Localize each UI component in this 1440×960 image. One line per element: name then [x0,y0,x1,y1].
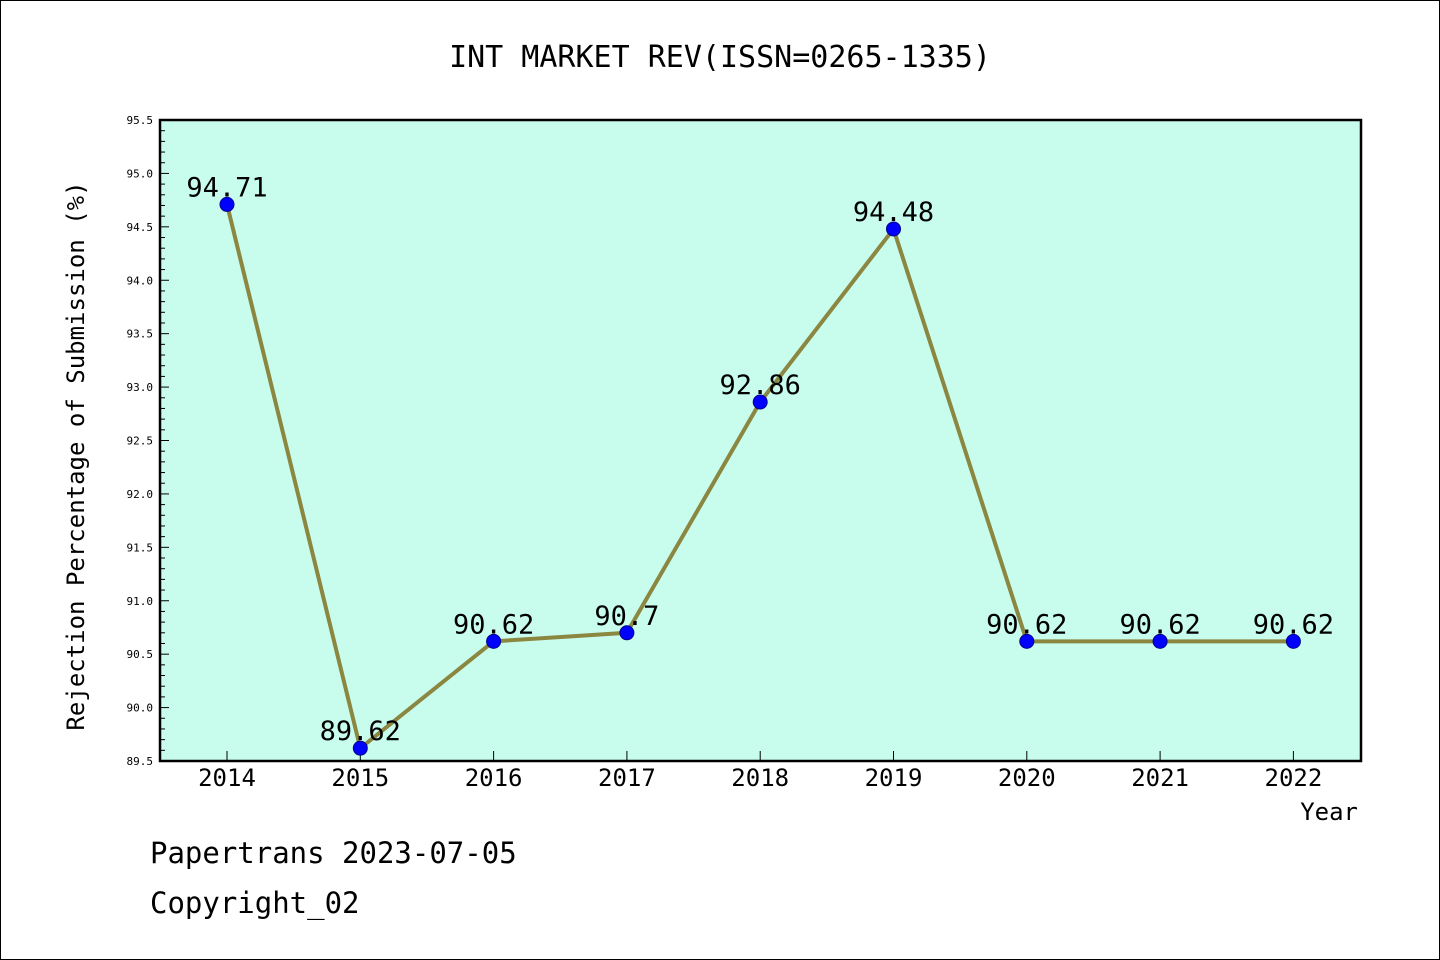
y-tick-label: 93.0 [127,381,154,394]
y-axis-label: Rejection Percentage of Submission (%) [62,181,90,730]
y-tick-label: 94.5 [127,221,154,234]
y-axis: 89.5 90.0 90.5 91.0 91.5 92.0 92.5 93.0 93.5 94.0… [127,114,169,768]
plot-area [158,118,1363,763]
data-point [1152,633,1168,649]
data-point [619,625,635,641]
y-tick-label: 90.0 [127,702,154,715]
data-label: 90.62 [1119,609,1200,640]
data-point [1019,633,1035,649]
data-label: 90.62 [1253,609,1334,640]
data-label: 90.7 [594,601,659,632]
data-point [886,221,901,237]
x-tick-label: 2017 [598,764,656,792]
x-tick-label: 2019 [865,764,923,792]
y-tick-label: 89.5 [127,755,154,768]
footer-copyright: Copyright_02 [150,886,360,920]
x-axis: 2014 2015 2016 2017 2018 2019 2020 2021 2022 [198,751,1322,792]
x-tick-label: 2015 [331,764,389,792]
y-tick-label: 95.0 [127,167,154,180]
y-tick-label: 91.0 [127,595,154,608]
data-labels: 94.71 89.62 90.62 90.7 92.86 94.48 90.62 90.62 9… [186,172,1334,747]
x-tick-label: 2016 [465,764,523,792]
data-label: 90.62 [453,609,534,640]
x-tick-label: 2021 [1131,764,1189,792]
chart-title: INT MARKET REV(ISSN=0265-1335) [449,40,991,75]
data-point [1285,633,1301,649]
footer-date: Papertrans 2023-07-05 [150,836,517,870]
data-point [486,633,502,649]
data-point [752,394,768,410]
data-label: 89.62 [320,716,401,747]
y-tick-label: 93.5 [127,328,154,341]
x-axis-label: Year [1300,798,1358,826]
data-label: 94.71 [186,172,267,203]
x-tick-label: 2018 [731,764,789,792]
data-point [352,740,368,756]
x-tick-label: 2020 [998,764,1056,792]
data-point [219,196,235,212]
x-tick-label: 2014 [198,764,256,792]
y-tick-label: 94.0 [127,274,154,287]
data-label: 90.62 [986,609,1067,640]
y-tick-label: 95.5 [127,114,154,127]
y-tick-label: 92.5 [127,435,154,448]
series-line [219,196,1301,756]
data-label: 94.48 [853,197,934,228]
y-tick-label: 92.0 [127,488,154,501]
data-label: 92.86 [720,370,801,401]
y-tick-label: 90.5 [127,648,154,661]
x-tick-label: 2022 [1265,764,1323,792]
y-tick-label: 91.5 [127,541,154,554]
